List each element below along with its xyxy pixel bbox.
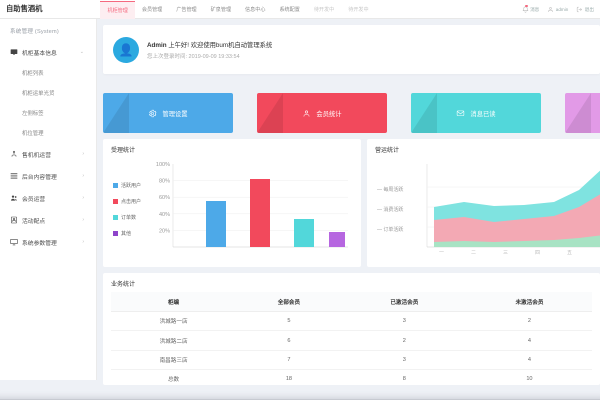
svg-text:二: 二 <box>471 250 476 256</box>
svg-text:20%: 20% <box>159 228 170 234</box>
svg-text:100%: 100% <box>156 162 170 168</box>
svg-text:三: 三 <box>503 250 508 256</box>
svg-text:80%: 80% <box>159 179 170 185</box>
svg-text:40%: 40% <box>159 212 170 218</box>
svg-text:四: 四 <box>535 250 540 256</box>
svg-text:五: 五 <box>567 250 572 256</box>
svg-text:60%: 60% <box>159 195 170 201</box>
svg-text:一: 一 <box>439 250 444 256</box>
